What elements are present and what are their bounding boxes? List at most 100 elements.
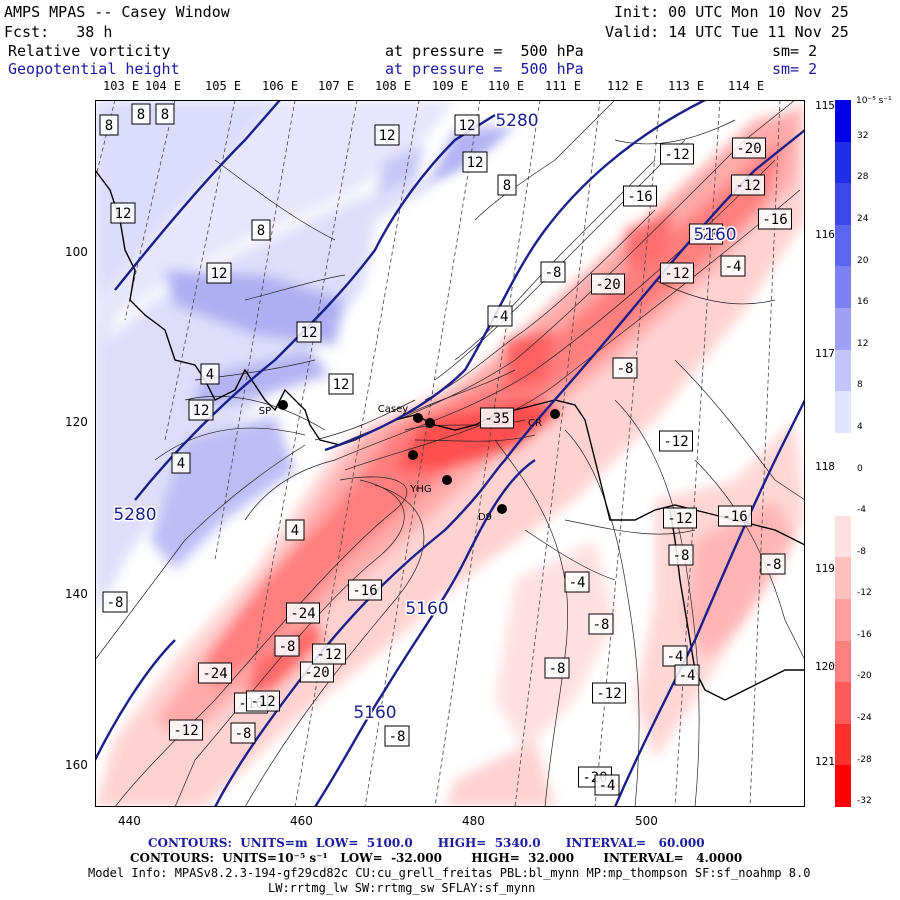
field2-name: Geopotential height [8,60,180,78]
field1-level: at pressure = 500 hPa [385,42,584,60]
valid-time: Valid: 14 UTC Tue 11 Nov 25 [605,23,849,41]
vorticity-label-box [612,357,638,379]
vorticity-label: -8 [593,617,610,633]
vorticity-label: -4 [725,259,742,275]
colorbar-tick: -28 [857,754,872,765]
vorticity-label-box [374,124,400,146]
vorticity-label-box [198,662,232,684]
model-info-2: LW:rrtmg_lw SW:rrtmg_sw SFLAY:sf_mynn [268,881,536,895]
colorbar-tick: -12 [857,588,872,599]
colorbar-swatch [835,599,851,642]
vorticity-label-box [540,261,566,283]
vorticity-label: -12 [667,511,692,527]
vorticity-label: -20 [736,141,761,157]
vorticity-label: -4 [679,668,696,684]
vorticity-label-box [384,725,410,747]
vorticity-label: -20 [304,665,329,681]
vorticity-label: 4 [206,367,214,383]
lon-label: 113 E [668,79,705,93]
lon-label: 114 E [728,79,765,93]
vorticity-label-box [660,262,694,284]
vorticity-label: -12 [596,686,621,702]
vorticity-label-box [718,505,752,527]
vorticity-label: -8 [389,729,406,745]
vorticity-label-box [760,553,786,575]
colorbar-tick: -4 [857,505,866,516]
vorticity-label: -8 [545,265,562,281]
height-label: 5280 [113,505,156,525]
vorticity-label-box [480,407,514,429]
vorticity-label-box [462,151,488,173]
height-label: 5280 [495,111,538,131]
colorbar-tick: -20 [857,671,872,682]
colorbar-units: 10⁻⁵ s⁻¹ [856,96,892,106]
vorticity-label: -4 [492,309,509,325]
vorticity-label: -16 [627,189,652,205]
lon-label: 104 E [145,79,182,93]
vorticity-label-box [591,273,625,295]
vorticity-label-box [564,571,590,593]
vorticity-label-box [592,682,626,704]
colorbar-swatch [835,349,851,392]
vorticity-label: 12 [459,118,476,134]
station-casey2-dot [425,418,435,428]
vorticity-label-box [588,613,614,635]
height-label: 5160 [405,599,448,619]
vorticity-label: -8 [549,661,566,677]
station-yhg-dot [442,475,452,485]
forecast-hour: Fcst: 38 h [4,23,113,41]
colorbar-swatch [835,682,851,725]
height-label: 5160 [693,225,736,245]
colorbar-tick: -8 [857,546,866,557]
vorticity-label-box [731,174,765,196]
colorbar-swatch [835,266,851,309]
colorbar-tick: 8 [857,380,863,391]
vorticity-label-box [348,579,382,601]
field2-smoothing: sm= 2 [772,60,818,78]
vorticity-label: -24 [202,666,227,682]
colorbar-swatch [835,141,851,184]
colorbar-swatch [835,100,851,143]
x-tick: 500 [635,814,658,828]
station-label: SP [259,406,271,417]
vorticity-label: 8 [137,107,145,123]
vorticity-label-box [131,103,151,125]
height-label: 5160 [353,703,396,723]
colorbar-swatch [835,307,851,351]
vorticity-label: 8 [161,107,169,123]
colorbar-tick: 0 [857,463,863,474]
vorticity-label: -35 [484,411,509,427]
station-inland-dot [408,450,418,460]
colorbar-swatch [835,183,851,226]
station-casey-dot [413,413,423,423]
vorticity-label: -8 [617,361,634,377]
vorticity-label-box [99,114,119,136]
vorticity-label: -16 [722,509,747,525]
init-time: Init: 00 UTC Mon 10 Nov 25 [614,3,849,21]
vorticity-label-box [206,262,232,284]
colorbar-swatch [835,557,851,600]
meridian-lines [95,100,781,807]
y-tick: 160 [65,758,88,772]
colorbar [835,100,851,808]
vorticity-label: -12 [173,723,198,739]
vorticity-label-box [720,255,746,277]
station-cr-dot [550,409,560,419]
colorbar-swatch [835,515,851,558]
vorticity-label-box [594,774,620,796]
vorticity-label-box [296,321,322,343]
field2-level: at pressure = 500 hPa [385,60,584,78]
vorticity-label-box [674,664,700,686]
vorticity-label: 8 [105,118,113,134]
vorticity-label: 12 [467,155,484,171]
colorbar-tick: 24 [857,213,869,224]
colorbar-tick: 12 [857,338,869,349]
height-contour-info: CONTOURS: UNITS=m LOW= 5100.0 HIGH= 5340… [148,836,705,850]
vorticity-label: 4 [177,456,185,472]
vorticity-label: -4 [667,649,684,665]
vorticity-contour-info: CONTOURS: UNITS=10⁻⁵ s⁻¹ LOW= -32.000 HI… [130,851,743,865]
y-tick: 140 [65,587,88,601]
vorticity-label: 12 [211,266,228,282]
colorbar-tick: 28 [857,172,869,183]
vorticity-label-box [454,114,480,136]
